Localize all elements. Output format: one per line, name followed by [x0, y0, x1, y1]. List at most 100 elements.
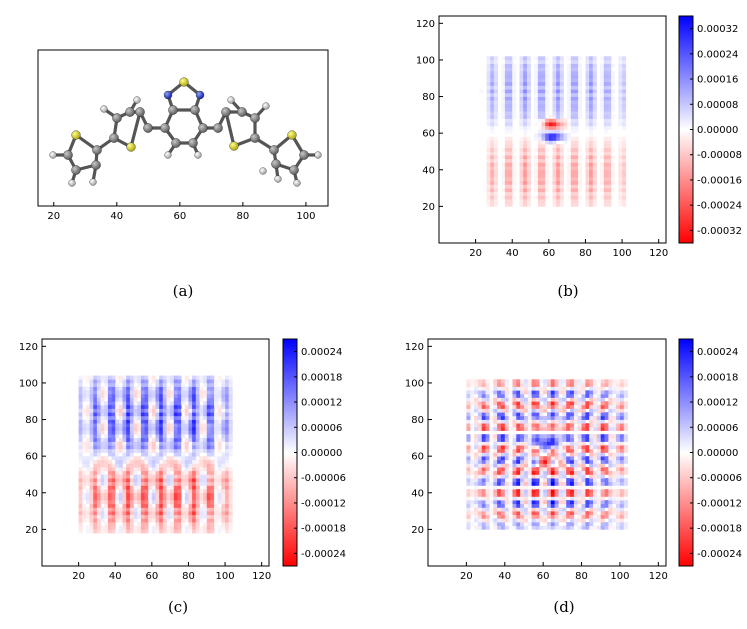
heatmap-cell [228, 492, 233, 497]
heatmap-cell [100, 415, 105, 420]
heatmap-cell [500, 426, 505, 431]
heatmap-cell [497, 445, 502, 450]
heatmap-cell [129, 397, 134, 402]
heatmap-cell [512, 437, 517, 442]
heatmap-cell [490, 100, 495, 105]
heatmap-cell [612, 452, 617, 457]
heatmap-cell [545, 70, 550, 75]
heatmap-cell [126, 525, 131, 530]
hydrogen-atom [227, 96, 235, 104]
heatmap-cell [566, 423, 571, 428]
heatmap-cell [603, 177, 608, 182]
heatmap-cell [589, 111, 594, 116]
heatmap-cell [526, 188, 531, 193]
heatmap-cell [547, 456, 552, 461]
heatmap-cell [199, 463, 204, 468]
heatmap-cell [466, 393, 471, 398]
heatmap-cell [490, 202, 495, 207]
heatmap-cell [148, 375, 153, 380]
heatmap-cell [527, 503, 532, 508]
heatmap-cell [559, 136, 564, 141]
heatmap-cell [89, 452, 94, 457]
heatmap-cell [490, 63, 495, 68]
heatmap-cell [221, 503, 226, 508]
heatmap-cell [111, 514, 116, 519]
heatmap-cell [508, 426, 513, 431]
heatmap-cell [526, 89, 531, 94]
heatmap-cell [162, 478, 167, 483]
heatmap-cell [126, 408, 131, 413]
heatmap-cell [622, 96, 627, 101]
heatmap-cell [188, 463, 193, 468]
heatmap-cell [489, 511, 494, 516]
heatmap-cell [567, 56, 572, 61]
heatmap-cell [206, 430, 211, 435]
heatmap-cell [493, 511, 498, 516]
heatmap-cell [535, 419, 540, 424]
heatmap-cell [96, 478, 101, 483]
heatmap-cell [550, 393, 555, 398]
heatmap-cell [541, 125, 546, 130]
heatmap-cell [173, 463, 178, 468]
heatmap-cell [96, 467, 101, 472]
heatmap-cell [519, 169, 524, 174]
heatmap-cell [162, 412, 167, 417]
plot-frame [41, 338, 270, 567]
heatmap-cell [526, 147, 531, 152]
heatmap-cell [611, 63, 616, 68]
heatmap-cell [524, 492, 529, 497]
heatmap-cell [177, 397, 182, 402]
heatmap-cell [593, 500, 598, 505]
heatmap-cell [228, 525, 233, 530]
heatmap-cell [603, 202, 608, 207]
y-tick-label: 80 [422, 92, 435, 103]
heatmap-cell [129, 474, 134, 479]
heatmap-cell [508, 100, 513, 105]
heatmap-cell [89, 492, 94, 497]
heatmap-cell [570, 518, 575, 523]
heatmap-cell [133, 511, 138, 516]
heatmap-cell [107, 434, 112, 439]
heatmap-cell [489, 463, 494, 468]
heatmap-cell [221, 507, 226, 512]
heatmap-cell [554, 467, 559, 472]
caption-c: (c) [168, 598, 188, 616]
heatmap-cell [562, 423, 567, 428]
heatmap-cell [608, 478, 613, 483]
heatmap-cell [574, 136, 579, 141]
heatmap-cell [593, 397, 598, 402]
heatmap-cell [489, 408, 494, 413]
heatmap-cell [577, 382, 582, 387]
heatmap-cell [547, 503, 552, 508]
heatmap-cell [504, 166, 509, 171]
heatmap-cell [504, 511, 509, 516]
heatmap-cell [550, 478, 555, 483]
heatmap-cell [589, 434, 594, 439]
heatmap-cell [107, 393, 112, 398]
heatmap-cell [199, 415, 204, 420]
heatmap-cell [520, 496, 525, 501]
heatmap-cell [203, 430, 208, 435]
heatmap-cell [592, 125, 597, 130]
heatmap-cell [188, 397, 193, 402]
heatmap-cell [604, 459, 609, 464]
heatmap-cell [217, 478, 222, 483]
heatmap-cell [115, 430, 120, 435]
heatmap-cell [210, 514, 215, 519]
heatmap-cell [493, 434, 498, 439]
heatmap-cell [115, 511, 120, 516]
heatmap-cell [78, 514, 83, 519]
heatmap-cell [519, 89, 524, 94]
heatmap-cell [493, 408, 498, 413]
heatmap-cell [618, 74, 623, 79]
heatmap-cell [144, 503, 149, 508]
heatmap-cell [118, 511, 123, 516]
heatmap-cell [508, 419, 513, 424]
heatmap-cell [115, 514, 120, 519]
heatmap-cell [603, 59, 608, 64]
heatmap-cell [210, 401, 215, 406]
hydrogen-atom [262, 102, 270, 110]
heatmap-cell [603, 144, 608, 149]
heatmap-cell [470, 467, 475, 472]
heatmap-cell [622, 169, 627, 174]
